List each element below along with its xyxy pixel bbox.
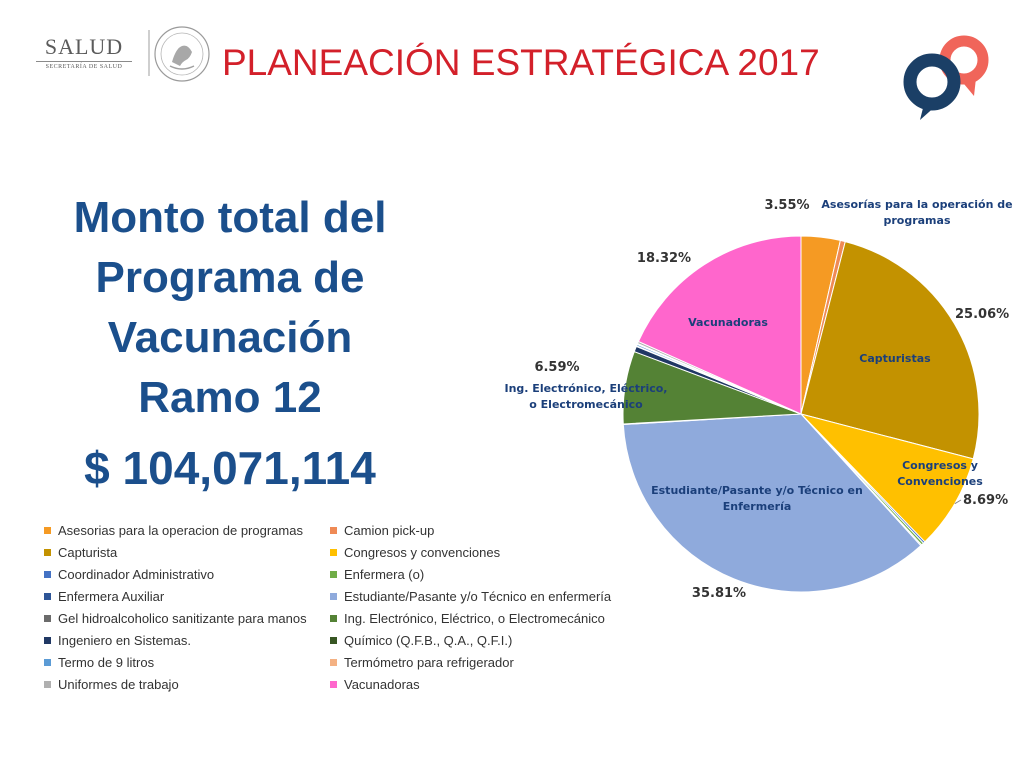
legend-swatch	[44, 548, 51, 556]
legend-label: Vacunadoras	[344, 676, 420, 692]
legend-item-termo-de-9-litros: Termo de 9 litros	[44, 652, 154, 672]
pie-slice-estudiante-pasante-y-o-tecnico-en-enfermeria	[622, 413, 922, 593]
pct-label-ing-electronico-electrico-o-electromecanico: 6.59%	[534, 360, 579, 375]
legend-item-enfermera-auxiliar: Enfermera Auxiliar	[44, 586, 164, 606]
legend-item-quimico-q-f-b-q-a-q-f-i: Químico (Q.F.B., Q.A., Q.F.I.)	[330, 630, 512, 650]
legend-swatch	[44, 570, 51, 578]
summary-line: Monto total del	[73, 193, 387, 242]
legend-label: Asesorias para la operacion de programas	[58, 522, 303, 538]
pie-labels: 3.55% 25.06% 8.69% 35.81% 6.59% 18.32% Asesorí…	[505, 198, 1013, 601]
page-title: PLANEACIÓN ESTRATÉGICA 2017	[222, 42, 820, 83]
legend-label: Capturista	[58, 544, 118, 560]
pie-slice-vacunadoras	[637, 235, 802, 415]
legend-item-ing-electronico-electrico-o-electromecanico: Ing. Electrónico, Eléctrico, o Electrome…	[330, 608, 605, 628]
legend-swatch	[330, 636, 337, 644]
legend-item-capturista: Capturista	[44, 542, 117, 562]
legend-swatch	[44, 526, 51, 534]
mexico-seal-icon	[154, 26, 210, 82]
legend-item-gel-hidroalcoholico-sanitizante-para-manos: Gel hidroalcoholico sanitizante para man…	[44, 608, 307, 628]
header: SALUD SECRETARÍA DE SALUD PLANEACIÓN EST…	[0, 0, 1024, 120]
legend-label: Gel hidroalcoholico sanitizante para man…	[58, 610, 307, 626]
legend-label: Coordinador Administrativo	[58, 566, 215, 582]
category-label-vacunadoras: Vacunadoras	[688, 316, 768, 329]
legend-swatch	[44, 680, 51, 688]
legend-label: Congresos y convenciones	[344, 544, 501, 560]
legend-item-vacunadoras: Vacunadoras	[330, 674, 420, 694]
legend-label: Termómetro para refrigerador	[344, 654, 514, 670]
category-label-estudiante-pasante-y-o-tecnico-en-enfermeria: Enfermería	[723, 500, 792, 513]
salud-logo: SALUD SECRETARÍA DE SALUD	[30, 34, 138, 76]
legend-swatch	[330, 570, 337, 578]
pct-label-estudiante-pasante-y-o-tecnico-en-enfermeria: 35.81%	[692, 586, 746, 601]
legend-label: Estudiante/Pasante y/o Técnico en enferm…	[344, 588, 612, 604]
legend-label: Enfermera (o)	[344, 566, 425, 582]
legend-item-uniformes-de-trabajo: Uniformes de trabajo	[44, 674, 179, 694]
legend-swatch	[44, 658, 51, 666]
summary-line: Ramo 12	[138, 373, 322, 422]
category-label-estudiante-pasante-y-o-tecnico-en-enfermeria: Estudiante/Pasante y/o Técnico en	[651, 484, 863, 497]
category-label-capturista: Capturistas	[859, 352, 931, 365]
category-label-ing-electronico-electrico-o-electromecanico: Ing. Electrónico, Eléctrico,	[505, 382, 668, 395]
legend-item-congresos-y-convenciones: Congresos y convenciones	[330, 542, 500, 562]
legend-item-ingeniero-en-sistemas: Ingeniero en Sistemas.	[44, 630, 191, 650]
legend-label: Camion pick-up	[344, 522, 435, 538]
legend-swatch	[330, 592, 337, 600]
total-amount: $ 104,071,114	[84, 442, 376, 494]
summary-line: Programa de	[95, 253, 365, 302]
salud-logo-text: SALUD	[44, 34, 124, 59]
legend-label: Ing. Electrónico, Eléctrico, o Electrome…	[344, 610, 605, 626]
legend-swatch	[330, 680, 337, 688]
legend-label: Químico (Q.F.B., Q.A., Q.F.I.)	[344, 632, 513, 648]
legend-swatch	[44, 636, 51, 644]
pie-slices	[622, 235, 980, 593]
salud-logo-subtext: SECRETARÍA DE SALUD	[45, 64, 123, 70]
legend-label: Uniformes de trabajo	[58, 676, 179, 692]
legend-swatch	[44, 592, 51, 600]
leader-line-congresos	[954, 499, 962, 505]
legend-swatch	[330, 614, 337, 622]
category-label-ing-electronico-electrico-o-electromecanico: o Electromecánico	[529, 398, 643, 411]
legend-label: Ingeniero en Sistemas.	[58, 632, 191, 648]
category-label-asesorias-para-la-operacion-de-programas: programas	[883, 214, 950, 227]
pie-slice-capturista	[800, 240, 980, 460]
pct-label-vacunadoras: 18.32%	[637, 251, 691, 266]
legend-swatch	[330, 658, 337, 666]
pct-label-capturista: 25.06%	[955, 307, 1009, 322]
legend-item-camion-pick-up: Camion pick-up	[330, 520, 434, 540]
pct-label-congresos-y-convenciones: 8.69%	[963, 493, 1008, 508]
legend-label: Termo de 9 litros	[58, 654, 155, 670]
legend-swatch	[330, 526, 337, 534]
summary-line: Vacunación	[107, 313, 353, 362]
program-summary: Monto total del Programa de Vacunación R…	[30, 188, 430, 498]
legend-item-asesorias-para-la-operacion-de-programas: Asesorias para la operacion de programas	[44, 520, 303, 540]
legend-item-enfermera-o: Enfermera (o)	[330, 564, 424, 584]
legend-item-termometro-para-refrigerador: Termómetro para refrigerador	[330, 652, 514, 672]
legend-swatch	[44, 614, 51, 622]
legend-swatch	[330, 548, 337, 556]
salud-logo-rule	[36, 61, 132, 62]
category-label-congresos-y-convenciones: Convenciones	[897, 475, 983, 488]
category-label-congresos-y-convenciones: Congresos y	[902, 459, 978, 472]
legend-item-estudiante-pasante-y-o-tecnico-en-enfermeria: Estudiante/Pasante y/o Técnico en enferm…	[330, 586, 611, 606]
header-divider	[148, 30, 150, 76]
legend-item-coordinador-administrativo: Coordinador Administrativo	[44, 564, 214, 584]
brand-logo-icon	[903, 35, 989, 120]
pct-label-asesorias-para-la-operacion-de-programas: 3.55%	[764, 198, 809, 213]
category-label-asesorias-para-la-operacion-de-programas: Asesorías para la operación de	[821, 198, 1012, 211]
legend-label: Enfermera Auxiliar	[58, 588, 165, 604]
pie-slice-congresos-y-convenciones	[799, 413, 974, 543]
